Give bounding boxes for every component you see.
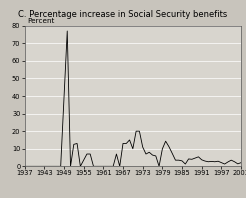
Text: C. Percentage increase in Social Security benefits: C. Percentage increase in Social Securit… — [18, 10, 228, 19]
Text: Percent: Percent — [27, 18, 54, 24]
